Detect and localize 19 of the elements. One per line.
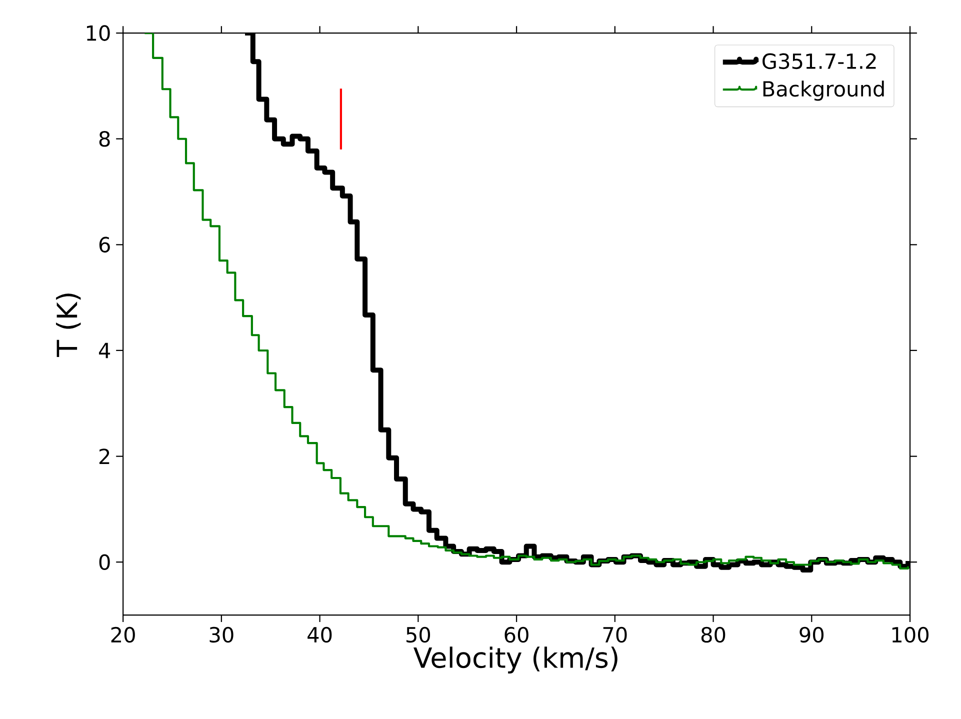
x-tick-label: 90: [800, 626, 824, 643]
x-tick-label: 20: [111, 626, 135, 643]
y-tick-label: 4: [98, 342, 110, 358]
x-tick-label: 70: [603, 626, 627, 643]
legend-label: G351.7-1.2: [762, 53, 876, 70]
x-tick-label: 40: [308, 626, 332, 643]
y-tick-label: 6: [99, 236, 110, 253]
y-tick-label: 2: [99, 448, 110, 464]
y-tick-label: 10: [86, 25, 110, 41]
y-axis-title: T (K): [56, 294, 81, 357]
y-tick-label: 8: [99, 130, 110, 147]
x-tick-label: 80: [701, 626, 726, 643]
x-axis-title: Velocity (km/s): [414, 646, 618, 674]
y-tick-label: 0: [99, 554, 110, 570]
x-tick-label: 100: [892, 626, 928, 643]
x-tick-label: 60: [504, 626, 528, 643]
x-tick-label: 30: [210, 626, 234, 643]
legend-label: Background: [763, 80, 884, 101]
x-tick-label: 50: [406, 626, 430, 643]
